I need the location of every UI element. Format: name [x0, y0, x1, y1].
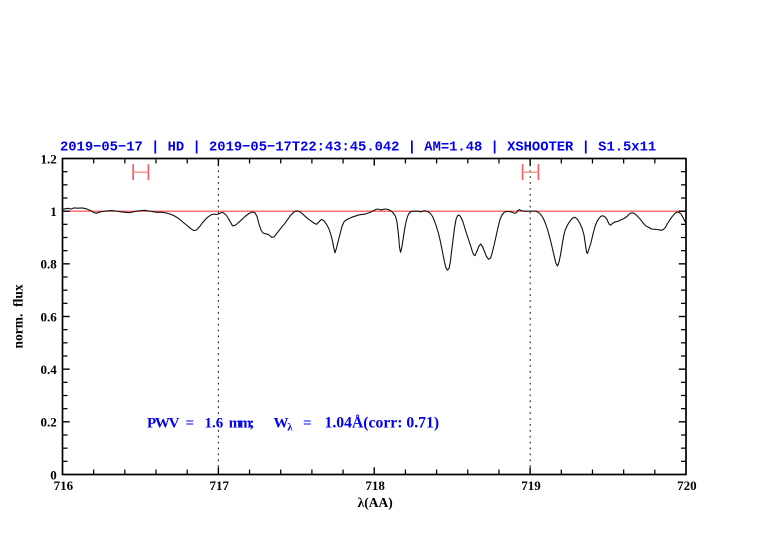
svg-text:0.4: 0.4: [41, 362, 58, 377]
svg-text:W: W: [274, 415, 289, 431]
svg-text:717: 717: [210, 478, 230, 493]
svg-text:1: 1: [50, 204, 57, 219]
svg-text:720: 720: [677, 478, 697, 493]
svg-text:mm;: mm;: [229, 415, 254, 431]
svg-text:718: 718: [365, 478, 385, 493]
svg-text:0.6: 0.6: [41, 309, 58, 324]
svg-text:0.2: 0.2: [41, 415, 57, 430]
svg-text:λ: λ: [287, 422, 293, 434]
svg-text:norm. flux: norm. flux: [10, 284, 25, 348]
svg-text:2019−05−17 | HD | 2019−05−17T2: 2019−05−17 | HD | 2019−05−17T22:43:45.04…: [60, 140, 656, 156]
svg-text:719: 719: [521, 478, 541, 493]
svg-text:0.8: 0.8: [41, 257, 58, 272]
svg-text:=: =: [303, 415, 312, 431]
svg-text:1.2: 1.2: [41, 151, 57, 166]
svg-text:λ(AA): λ(AA): [358, 495, 393, 510]
svg-text:0: 0: [50, 467, 57, 482]
svg-text:=: =: [186, 415, 195, 431]
svg-text:PWV: PWV: [147, 415, 180, 431]
svg-text:716: 716: [54, 478, 74, 493]
svg-text:1.04Å(corr: 0.71): 1.04Å(corr: 0.71): [325, 413, 440, 431]
svg-text:1.6: 1.6: [205, 415, 224, 431]
